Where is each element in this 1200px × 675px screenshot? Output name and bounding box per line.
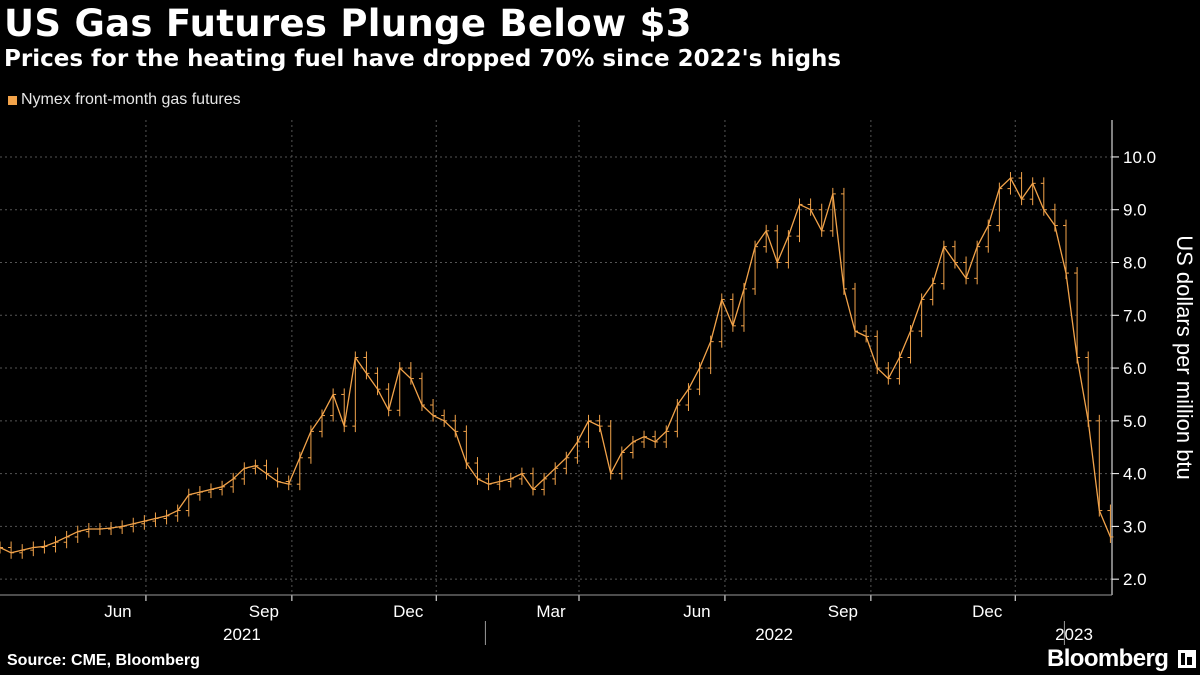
- y-tick-label: 2.0: [1123, 570, 1147, 589]
- legend-swatch: [8, 95, 17, 105]
- x-tick-label: Jun: [104, 602, 131, 621]
- y-tick-label: 6.0: [1123, 359, 1147, 378]
- y-tick-label: 9.0: [1123, 201, 1147, 220]
- x-tick-label: Jun: [683, 602, 710, 621]
- y-tick-label: 7.0: [1123, 306, 1147, 325]
- series-line: [0, 177, 1112, 554]
- legend-label: Nymex front-month gas futures: [21, 91, 241, 108]
- chart-legend: Nymex front-month gas futures: [8, 91, 241, 109]
- x-tick-label: Sep: [828, 602, 858, 621]
- source-note: Source: CME, Bloomberg: [7, 652, 200, 669]
- x-tick-label: Dec: [393, 602, 424, 621]
- x-tick-label: Dec: [972, 602, 1003, 621]
- chart-title: US Gas Futures Plunge Below $3: [4, 2, 692, 45]
- bloomberg-icon: [1178, 650, 1196, 668]
- y-tick-label: 8.0: [1123, 254, 1147, 273]
- y-axis-title: US dollars per million btu: [1172, 235, 1197, 480]
- x-year-label: 2021: [223, 625, 261, 644]
- x-tick-label: Sep: [249, 602, 279, 621]
- bloomberg-logo-text: Bloomberg: [1047, 645, 1169, 672]
- x-year-label: 2022: [755, 625, 793, 644]
- y-tick-label: 3.0: [1123, 517, 1147, 536]
- y-tick-label: 10.0: [1123, 148, 1156, 167]
- y-tick-label: 5.0: [1123, 412, 1147, 431]
- x-tick-label: Mar: [536, 602, 566, 621]
- chart-subtitle: Prices for the heating fuel have dropped…: [4, 46, 842, 72]
- y-tick-label: 4.0: [1123, 465, 1147, 484]
- x-year-label: 2023: [1055, 625, 1093, 644]
